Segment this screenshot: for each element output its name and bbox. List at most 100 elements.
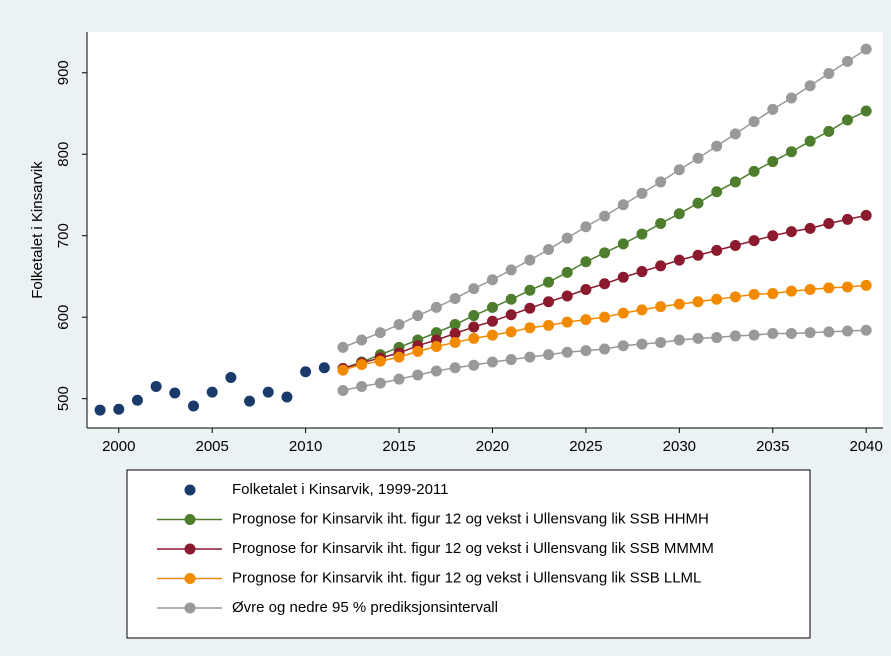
x-tick-label: 2005 — [196, 438, 229, 455]
series-marker — [636, 338, 648, 350]
plot-area — [87, 32, 883, 428]
series-marker — [430, 365, 442, 377]
series-marker — [823, 125, 835, 137]
series-marker — [617, 199, 629, 211]
series-marker — [430, 341, 442, 353]
series-marker — [561, 290, 573, 302]
series-marker — [468, 332, 480, 344]
series-marker — [841, 55, 853, 67]
series-marker — [188, 400, 200, 412]
series-marker — [486, 329, 498, 341]
series-marker — [543, 319, 555, 331]
series-marker — [729, 239, 741, 251]
series-marker — [599, 210, 611, 222]
series-marker — [673, 298, 685, 310]
series-marker — [543, 296, 555, 308]
series-marker — [673, 254, 685, 266]
series-marker — [767, 156, 779, 168]
legend-marker — [184, 602, 196, 614]
series-marker — [692, 249, 704, 261]
x-tick-label: 2040 — [849, 438, 882, 455]
series-marker — [486, 301, 498, 313]
series-marker — [449, 362, 461, 374]
series-marker — [673, 208, 685, 220]
series-marker — [486, 356, 498, 368]
x-tick-label: 2035 — [756, 438, 789, 455]
series-marker — [206, 386, 218, 398]
series-marker — [337, 341, 349, 353]
series-marker — [580, 256, 592, 268]
legend-label: Folketalet i Kinsarvik, 1999-2011 — [232, 481, 449, 498]
series-marker — [823, 326, 835, 338]
series-marker — [617, 307, 629, 319]
series-marker — [729, 330, 741, 342]
series-marker — [468, 321, 480, 333]
series-marker — [785, 226, 797, 238]
x-tick-label: 2010 — [289, 438, 322, 455]
series-marker — [785, 146, 797, 158]
legend-marker — [184, 484, 196, 496]
series-marker — [505, 354, 517, 366]
series-marker — [860, 279, 872, 291]
series-marker — [785, 327, 797, 339]
series-marker — [748, 165, 760, 177]
series-marker — [729, 291, 741, 303]
series-marker — [262, 386, 274, 398]
series-marker — [655, 301, 667, 313]
series-marker — [599, 343, 611, 355]
series-marker — [561, 346, 573, 358]
series-marker — [748, 288, 760, 300]
series-marker — [225, 371, 237, 383]
legend-label: Prognose for Kinsarvik iht. figur 12 og … — [232, 569, 701, 586]
series-marker — [524, 254, 536, 266]
series-marker — [244, 395, 256, 407]
series-marker — [711, 244, 723, 256]
series-marker — [823, 68, 835, 80]
series-marker — [785, 285, 797, 297]
series-marker — [767, 230, 779, 242]
series-marker — [393, 373, 405, 385]
legend-marker — [184, 573, 196, 584]
series-marker — [486, 274, 498, 286]
series-marker — [636, 187, 648, 199]
series-marker — [692, 152, 704, 164]
series-marker — [580, 283, 592, 295]
series-marker — [524, 284, 536, 296]
series-marker — [711, 140, 723, 152]
series-marker — [636, 228, 648, 240]
x-tick-label: 2000 — [102, 438, 135, 455]
series-marker — [860, 43, 872, 55]
series-marker — [748, 116, 760, 128]
series-marker — [673, 164, 685, 176]
series-marker — [580, 314, 592, 326]
series-marker — [449, 292, 461, 304]
series-marker — [636, 266, 648, 278]
series-marker — [711, 186, 723, 198]
series-marker — [804, 327, 816, 339]
y-tick-label: 500 — [55, 386, 72, 411]
series-marker — [374, 327, 386, 339]
y-tick-label: 800 — [55, 142, 72, 167]
legend-label: Øvre og nedre 95 % prediksjonsintervall — [232, 599, 498, 616]
series-marker — [655, 336, 667, 348]
series-marker — [337, 364, 349, 376]
series-marker — [131, 394, 143, 406]
x-tick-label: 2020 — [476, 438, 509, 455]
series-marker — [374, 355, 386, 367]
series-marker — [356, 380, 368, 392]
series-marker — [113, 403, 125, 415]
series-marker — [468, 283, 480, 295]
series-marker — [412, 369, 424, 381]
series-marker — [356, 334, 368, 346]
legend — [126, 469, 811, 639]
series-marker — [841, 325, 853, 337]
series-marker — [393, 351, 405, 363]
legend-label: Prognose for Kinsarvik iht. figur 12 og … — [232, 510, 709, 527]
series-marker — [524, 322, 536, 334]
series-marker — [860, 209, 872, 221]
series-marker — [374, 377, 386, 389]
y-tick-label: 600 — [55, 305, 72, 330]
series-marker — [823, 217, 835, 229]
series-marker — [580, 345, 592, 357]
x-tick-label: 2030 — [663, 438, 696, 455]
